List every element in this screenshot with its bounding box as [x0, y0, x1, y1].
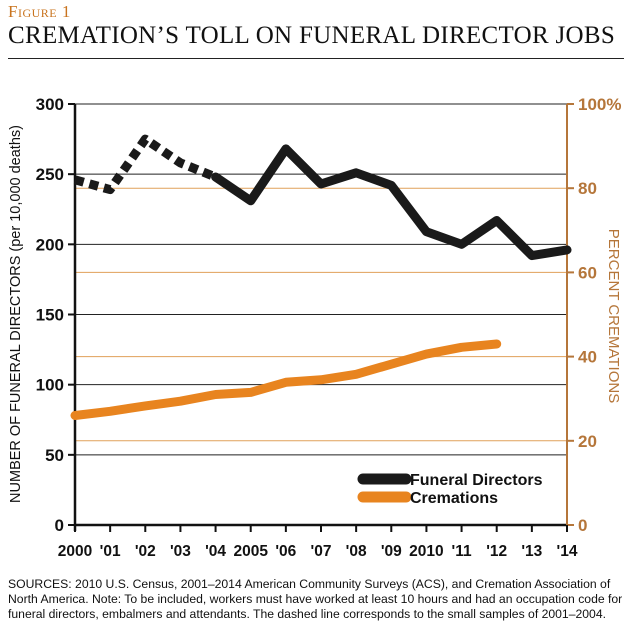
right-axis-label: PERCENT CREMATIONS: [605, 229, 622, 403]
y-tick-label: 200: [36, 235, 64, 254]
x-tick-label: '09: [381, 543, 402, 560]
y-tick-label: 250: [36, 165, 64, 184]
x-tick-label: '12: [486, 543, 507, 560]
figure-label: Figure 1: [8, 2, 71, 21]
x-tick-label: '01: [100, 543, 121, 560]
x-tick-label: 2005: [233, 543, 268, 560]
y-tick-label: 0: [55, 516, 64, 535]
x-tick-label: '13: [521, 543, 542, 560]
y-tick-label: 50: [45, 446, 64, 465]
y2-tick-label: 100%: [578, 95, 621, 114]
series-line-funeral-solid: [211, 144, 572, 261]
x-tick-label: '06: [275, 543, 296, 560]
sources-note: SOURCES: 2010 U.S. Census, 2001–2014 Ame…: [8, 577, 623, 621]
x-tick-label: 2000: [58, 543, 92, 560]
y2-tick-label: 80: [578, 179, 597, 198]
gridlines: [75, 103, 567, 456]
y2-tick-label: 40: [578, 348, 597, 367]
chart: 0 50 100 150 200 250 300 0 20 40 60 80 100% 2000 '01 '0…: [8, 95, 622, 560]
x-tick-label: 2010: [409, 543, 443, 560]
chart-title: CREMATION’S TOLL ON FUNERAL DIRECTOR JOB…: [8, 22, 616, 49]
tick-labels: 0 50 100 150 200 250 300 0 20 40 60 80 100% 2000 '01 '0…: [36, 95, 622, 560]
x-tick-label: '07: [311, 543, 332, 560]
series-lines: [70, 134, 572, 420]
y2-tick-label: 0: [578, 516, 587, 535]
x-tick-label: '02: [135, 543, 156, 560]
legend-label-cremations: Cremations: [410, 490, 498, 507]
y-axis-label: NUMBER OF FUNERAL DIRECTORS (per 10,000 …: [8, 125, 24, 503]
series-line-cremations: [70, 339, 502, 420]
x-tick-label: '03: [170, 543, 191, 560]
x-tick-label: '14: [557, 543, 578, 560]
y-tick-label: 100: [36, 376, 64, 395]
y-tick-label: 150: [36, 306, 64, 325]
y2-tick-label: 20: [578, 432, 597, 451]
axes: [68, 103, 574, 532]
y-tick-label: 300: [36, 95, 64, 114]
x-tick-label: '08: [346, 543, 367, 560]
x-tick-label: '04: [205, 543, 226, 560]
x-tick-label: '11: [452, 543, 472, 560]
series-line-funeral-dashed: [73, 134, 218, 195]
y2-tick-label: 60: [578, 263, 597, 282]
title-rule: [8, 58, 624, 59]
legend-label-funeral: Funeral Directors: [410, 472, 543, 489]
